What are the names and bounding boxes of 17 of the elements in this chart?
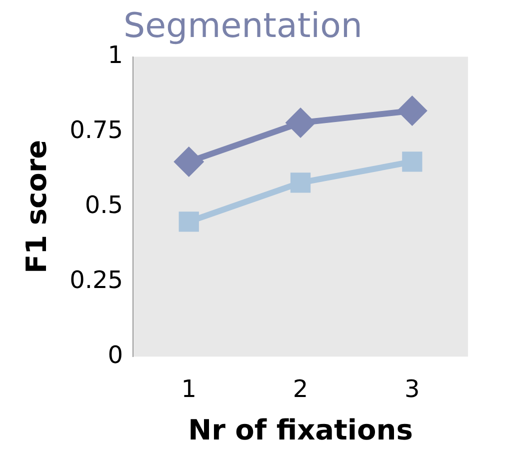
chart-title: Segmentation [124, 6, 362, 46]
y-tick-label: 1 [108, 41, 124, 70]
x-axis-title: Nr of fixations [188, 413, 413, 446]
y-tick-label: 0.5 [84, 190, 124, 219]
x-tick-label: 1 [181, 375, 197, 404]
y-tick-label: 0.75 [70, 116, 124, 144]
point [398, 96, 426, 125]
point [286, 108, 315, 137]
x-tick-label: 3 [404, 375, 420, 404]
y-tick-label: 0.25 [70, 266, 124, 294]
y-axis-title: F1 score [20, 140, 54, 274]
x-tick-label: 2 [292, 375, 308, 404]
point [174, 148, 203, 176]
point [178, 212, 199, 232]
y-tick-label: 0 [108, 340, 124, 369]
point [402, 152, 422, 172]
point [290, 172, 311, 193]
